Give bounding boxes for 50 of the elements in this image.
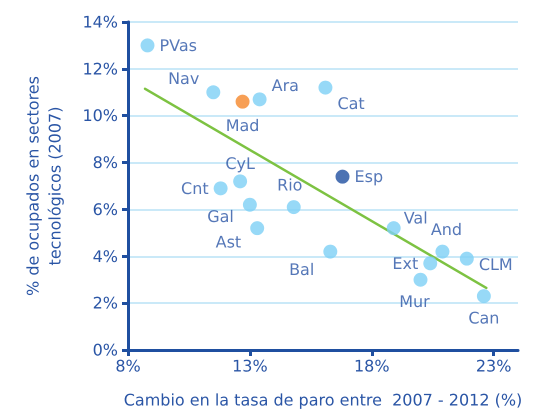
- data-label: Val: [404, 208, 428, 228]
- point: [435, 244, 450, 259]
- data-label: Mad: [226, 116, 260, 136]
- y-tick-label: 6%: [92, 200, 118, 219]
- data-label: Rio: [277, 176, 302, 195]
- point: [250, 221, 264, 236]
- point: [318, 80, 332, 95]
- x-tick-label: 23%: [476, 356, 512, 376]
- data-label: CLM: [478, 255, 513, 274]
- point: [460, 252, 474, 266]
- data-label: And: [430, 220, 462, 240]
- point: [286, 200, 301, 214]
- data-label: Cnt: [181, 178, 209, 198]
- y-tick-label: 4%: [92, 246, 118, 266]
- point: [233, 174, 248, 188]
- data-label: Gal: [207, 207, 234, 226]
- data-label: Ast: [216, 232, 242, 252]
- point: [140, 38, 154, 52]
- y-tick-label: 14%: [82, 12, 118, 32]
- point: [423, 256, 438, 270]
- y-tick-label: 2%: [92, 294, 118, 313]
- data-label: Bal: [289, 260, 314, 280]
- point: [252, 92, 267, 106]
- data-label: Esp: [354, 167, 384, 186]
- point: [214, 181, 228, 196]
- point: [323, 244, 338, 259]
- point: [414, 272, 428, 287]
- data-label: CyL: [225, 154, 255, 173]
- data-label: Cat: [337, 94, 365, 114]
- point: [336, 170, 350, 184]
- point: [242, 198, 257, 212]
- point: [236, 94, 250, 109]
- data-label: Nav: [168, 68, 200, 88]
- data-label: Ara: [272, 76, 299, 95]
- data-label: PVas: [160, 36, 197, 55]
- point: [386, 221, 401, 236]
- x-tick-label: 13%: [232, 356, 268, 376]
- x-tick-label: 8%: [115, 356, 141, 376]
- y-axis-title: % de ocupados en sectores tecnológicos (2007): [24, 76, 64, 296]
- data-label: Mur: [399, 292, 430, 312]
- data-label: Can: [468, 308, 500, 328]
- y-tick-label: 10%: [82, 106, 118, 126]
- data-label: Ext: [392, 254, 418, 273]
- point: [206, 85, 220, 100]
- y-tick-label: 8%: [92, 153, 118, 172]
- x-tick-label: 18%: [354, 356, 390, 376]
- y-tick-label: 12%: [82, 59, 118, 78]
- x-axis-title: Cambio en la tasa de paro entre 2007 - 2012 (%): [124, 390, 522, 410]
- y-tick-label: 0%: [92, 340, 118, 360]
- point: [476, 289, 491, 304]
